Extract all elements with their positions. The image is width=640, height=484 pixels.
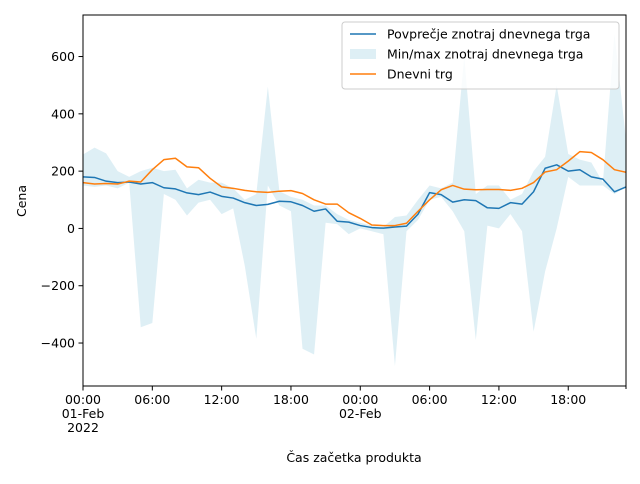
x-tick-label: 00:00 bbox=[65, 392, 101, 407]
legend-label: Dnevni trg bbox=[387, 67, 453, 82]
x-tick-label: 12:00 bbox=[481, 392, 517, 407]
y-axis: −400 −200 0 200 400 600 bbox=[41, 49, 83, 351]
x-tick-label: 06:00 bbox=[412, 392, 448, 407]
series-band-minmax bbox=[83, 33, 626, 366]
x-axis-label: Čas začetka produkta bbox=[286, 450, 421, 465]
axes-frame bbox=[82, 14, 627, 387]
y-tick-label: 200 bbox=[51, 164, 75, 179]
legend-swatch-band bbox=[350, 49, 376, 59]
x-tick-label: 18:00 bbox=[273, 392, 309, 407]
legend-label: Povprečje znotraj dnevnega trga bbox=[387, 27, 590, 42]
legend-box bbox=[341, 21, 620, 90]
series-line-mean bbox=[83, 164, 626, 229]
y-tick-label: 0 bbox=[67, 221, 75, 236]
x-tick-label: 02-Feb bbox=[339, 406, 382, 421]
legend: Povprečje znotraj dnevnega trga Min/max z… bbox=[341, 21, 620, 90]
series-layer bbox=[83, 33, 626, 366]
y-tick-label: 600 bbox=[51, 49, 75, 64]
x-tick-label: 01-Feb bbox=[62, 406, 105, 421]
x-tick-label: 18:00 bbox=[550, 392, 586, 407]
legend-label: Min/max znotraj dnevnega trga bbox=[387, 47, 583, 62]
x-tick-label: 06:00 bbox=[134, 392, 170, 407]
y-axis-label: Cena bbox=[14, 185, 29, 217]
y-tick-label: −200 bbox=[41, 278, 75, 293]
y-tick-label: 400 bbox=[51, 106, 75, 121]
series-line-day-ahead bbox=[83, 150, 626, 227]
axes-border bbox=[82, 14, 627, 387]
y-tick-label: −400 bbox=[41, 336, 75, 351]
x-tick-label: 12:00 bbox=[204, 392, 240, 407]
x-tick-label: 00:00 bbox=[342, 392, 378, 407]
x-tick-label: 2022 bbox=[67, 420, 99, 435]
